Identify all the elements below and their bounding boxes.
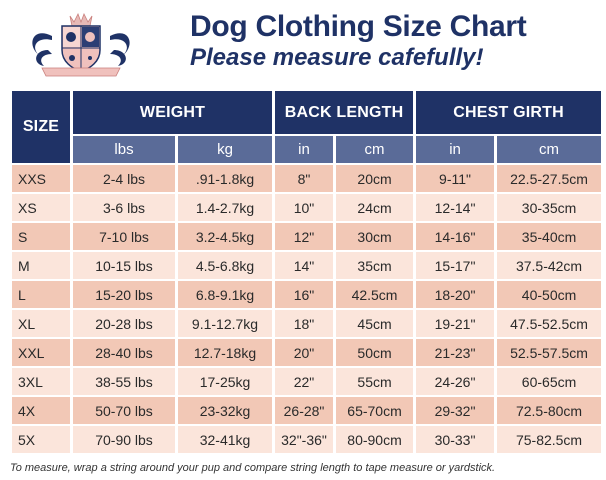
unit-header: in xyxy=(416,136,495,163)
page-title: Dog Clothing Size Chart xyxy=(190,10,527,43)
header-back-length: BACK LENGTH xyxy=(275,91,414,135)
table-cell: 20cm xyxy=(336,165,414,192)
size-cell: M xyxy=(12,252,70,279)
table-cell: 19-21" xyxy=(416,310,495,337)
size-cell: 4X xyxy=(12,397,70,424)
table-cell: 9-11" xyxy=(416,165,495,192)
table-cell: 18" xyxy=(275,310,334,337)
table-cell: 52.5-57.5cm xyxy=(497,339,602,366)
table-cell: 45cm xyxy=(336,310,414,337)
table-cell: 37.5-42cm xyxy=(497,252,602,279)
table-cell: 12" xyxy=(275,223,334,250)
size-cell: XXL xyxy=(12,339,70,366)
table-cell: 40-50cm xyxy=(497,281,602,308)
table-cell: .91-1.8kg xyxy=(178,165,273,192)
table-cell: 15-17" xyxy=(416,252,495,279)
unit-header: cm xyxy=(497,136,602,163)
unit-header: in xyxy=(275,136,334,163)
table-row: 5X 70-90 lbs 32-41kg 32"-36" 80-90cm 30-33" 75… xyxy=(12,426,602,453)
table-cell: 23-32kg xyxy=(178,397,273,424)
table-cell: 47.5-52.5cm xyxy=(497,310,602,337)
brand-logo xyxy=(22,6,140,80)
table-cell: 16" xyxy=(275,281,334,308)
unit-header: kg xyxy=(178,136,273,163)
table-row: XXL 28-40 lbs 12.7-18kg 20" 50cm 21-23" 52.5-5… xyxy=(12,339,602,366)
size-cell: XXS xyxy=(12,165,70,192)
unit-header: cm xyxy=(336,136,414,163)
header-weight: WEIGHT xyxy=(73,91,273,135)
table-cell: 32-41kg xyxy=(178,426,273,453)
table-cell: 22.5-27.5cm xyxy=(497,165,602,192)
unit-header: lbs xyxy=(73,136,175,163)
table-cell: 28-40 lbs xyxy=(73,339,175,366)
table-row: S 7-10 lbs 3.2-4.5kg 12" 30cm 14-16" 35-40cm xyxy=(12,223,602,250)
table-cell: 20" xyxy=(275,339,334,366)
size-cell: XS xyxy=(12,194,70,221)
table-cell: 15-20 lbs xyxy=(73,281,175,308)
table-cell: 7-10 lbs xyxy=(73,223,175,250)
table-cell: 50cm xyxy=(336,339,414,366)
table-cell: 80-90cm xyxy=(336,426,414,453)
table-row: XS 3-6 lbs 1.4-2.7kg 10" 24cm 12-14" 30-35cm xyxy=(12,194,602,221)
size-chart-body: XXS 2-4 lbs .91-1.8kg 8" 20cm 9-11" 22.5-27.5c… xyxy=(12,165,602,453)
table-cell: 30-35cm xyxy=(497,194,602,221)
table-cell: 2-4 lbs xyxy=(73,165,175,192)
table-cell: 60-65cm xyxy=(497,368,602,395)
table-cell: 14" xyxy=(275,252,334,279)
table-cell: 3-6 lbs xyxy=(73,194,175,221)
table-cell: 35cm xyxy=(336,252,414,279)
header-chest-girth: CHEST GIRTH xyxy=(416,91,602,135)
table-cell: 12-14" xyxy=(416,194,495,221)
table-cell: 29-32" xyxy=(416,397,495,424)
size-cell: 5X xyxy=(12,426,70,453)
table-cell: 30-33" xyxy=(416,426,495,453)
table-cell: 24-26" xyxy=(416,368,495,395)
table-cell: 35-40cm xyxy=(497,223,602,250)
table-cell: 75-82.5cm xyxy=(497,426,602,453)
size-cell: S xyxy=(12,223,70,250)
table-cell: 20-28 lbs xyxy=(73,310,175,337)
table-cell: 50-70 lbs xyxy=(73,397,175,424)
table-cell: 14-16" xyxy=(416,223,495,250)
measure-footnote: To measure, wrap a string around your pu… xyxy=(10,462,496,474)
table-row: XL 20-28 lbs 9.1-12.7kg 18" 45cm 19-21" 47.5-5… xyxy=(12,310,602,337)
table-cell: 17-25kg xyxy=(178,368,273,395)
table-cell: 21-23" xyxy=(416,339,495,366)
size-chart-table: SIZE WEIGHT BACK LENGTH CHEST GIRTH lbs … xyxy=(9,89,604,455)
table-row: 3XL 38-55 lbs 17-25kg 22" 55cm 24-26" 60-65cm xyxy=(12,368,602,395)
table-cell: 26-28" xyxy=(275,397,334,424)
table-cell: 9.1-12.7kg xyxy=(178,310,273,337)
table-cell: 12.7-18kg xyxy=(178,339,273,366)
table-cell: 18-20" xyxy=(416,281,495,308)
table-cell: 38-55 lbs xyxy=(73,368,175,395)
table-row: XXS 2-4 lbs .91-1.8kg 8" 20cm 9-11" 22.5-27.5c… xyxy=(12,165,602,192)
table-cell: 65-70cm xyxy=(336,397,414,424)
table-row: M 10-15 lbs 4.5-6.8kg 14" 35cm 15-17" 37.5-42c… xyxy=(12,252,602,279)
table-cell: 72.5-80cm xyxy=(497,397,602,424)
table-cell: 70-90 lbs xyxy=(73,426,175,453)
table-cell: 24cm xyxy=(336,194,414,221)
table-cell: 10" xyxy=(275,194,334,221)
table-cell: 42.5cm xyxy=(336,281,414,308)
table-cell: 30cm xyxy=(336,223,414,250)
table-cell: 3.2-4.5kg xyxy=(178,223,273,250)
table-cell: 32"-36" xyxy=(275,426,334,453)
size-cell: L xyxy=(12,281,70,308)
table-cell: 55cm xyxy=(336,368,414,395)
page-subtitle: Please measure cafefully! xyxy=(190,44,484,71)
header-size: SIZE xyxy=(12,91,70,163)
size-cell: 3XL xyxy=(12,368,70,395)
table-row: L 15-20 lbs 6.8-9.1kg 16" 42.5cm 18-20" 40-50c… xyxy=(12,281,602,308)
size-cell: XL xyxy=(12,310,70,337)
table-cell: 4.5-6.8kg xyxy=(178,252,273,279)
table-cell: 1.4-2.7kg xyxy=(178,194,273,221)
table-cell: 22" xyxy=(275,368,334,395)
table-cell: 10-15 lbs xyxy=(73,252,175,279)
table-cell: 6.8-9.1kg xyxy=(178,281,273,308)
table-cell: 8" xyxy=(275,165,334,192)
table-row: 4X 50-70 lbs 23-32kg 26-28" 65-70cm 29-32" 72.… xyxy=(12,397,602,424)
